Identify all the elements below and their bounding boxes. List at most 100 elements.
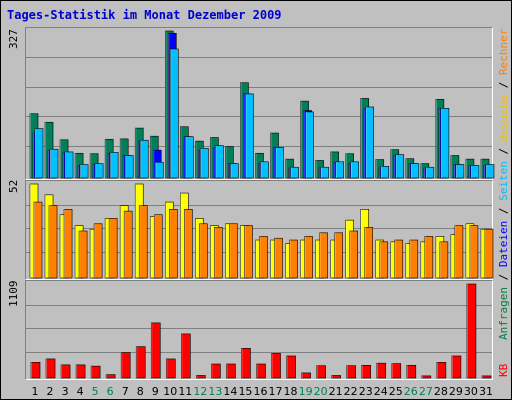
bar-seiten <box>380 166 390 179</box>
day-label: 27 <box>419 385 433 398</box>
legend-text-0: KB <box>497 363 510 377</box>
bar-rechner <box>63 209 73 279</box>
bar-kb <box>196 375 206 379</box>
bar-kb <box>406 364 417 379</box>
day-label: 24 <box>374 385 388 398</box>
day-label: 13 <box>208 385 222 398</box>
bar-rechner <box>394 239 404 279</box>
kb-panel <box>25 280 493 380</box>
bar-rechner <box>454 225 464 279</box>
bar-seiten <box>260 161 269 179</box>
bar-rechner <box>214 227 223 279</box>
bar-seiten <box>215 145 224 179</box>
bar-seiten <box>335 161 344 179</box>
bar-kb <box>271 353 281 379</box>
day-label: 23 <box>359 385 373 398</box>
bar-kb <box>45 358 56 379</box>
bar-seiten <box>290 166 299 179</box>
bar-rechner <box>259 236 268 279</box>
bar-seiten <box>124 155 134 179</box>
bar-kb <box>241 348 251 379</box>
bar-rechner <box>229 223 238 279</box>
bar-kb <box>316 365 326 379</box>
bar-seiten <box>154 161 164 179</box>
visits-bars-svg <box>26 183 494 279</box>
day-label: 16 <box>253 385 267 398</box>
right-legend-kb: KB <box>497 364 510 377</box>
day-label: 30 <box>464 385 478 398</box>
day-label: 17 <box>269 385 283 398</box>
bar-rechner <box>409 239 419 279</box>
bar-seiten <box>49 148 59 179</box>
hits-bars-svg <box>26 30 495 179</box>
legend-text-8: Rechner <box>497 29 510 76</box>
bar-kb <box>451 355 462 379</box>
legend-text-4: Seiten <box>497 161 510 202</box>
day-label: 14 <box>223 385 237 398</box>
bar-rechner <box>199 223 208 279</box>
ymax-label-visits: 52 <box>7 179 20 193</box>
bar-seiten <box>169 48 179 179</box>
bar-rechner <box>274 237 283 279</box>
day-label: 9 <box>152 385 159 398</box>
day-label: 26 <box>404 385 418 398</box>
day-label: 4 <box>77 385 84 398</box>
day-label: 21 <box>329 385 343 398</box>
ymax-label-kb: 1109 <box>7 280 20 308</box>
bar-rechner <box>289 239 298 279</box>
day-label: 8 <box>137 385 144 398</box>
bar-kb <box>211 363 221 379</box>
bar-rechner <box>319 232 328 279</box>
legend-text-1: / <box>497 267 510 288</box>
day-label: 18 <box>284 385 298 398</box>
bar-kb <box>481 375 492 379</box>
bar-rechner <box>484 228 494 279</box>
bar-kb <box>331 375 341 379</box>
bar-seiten <box>365 106 375 179</box>
bar-seiten <box>350 161 359 179</box>
bar-kb <box>75 364 86 379</box>
bar-rechner <box>168 209 178 279</box>
bar-seiten <box>440 108 450 179</box>
day-label: 1 <box>32 385 39 398</box>
bar-seiten <box>395 154 405 179</box>
bar-rechner <box>138 205 148 279</box>
bar-seiten <box>64 151 74 179</box>
day-label: 15 <box>238 385 252 398</box>
bar-rechner <box>153 214 163 279</box>
day-label: 10 <box>163 385 177 398</box>
bar-seiten <box>455 164 465 179</box>
bar-rechner <box>244 225 253 279</box>
right-legend-top: Anfragen / Dateien / Seiten / Besuche / … <box>497 29 510 340</box>
bar-kb <box>391 363 402 379</box>
bar-rechner <box>108 218 118 279</box>
day-labels-svg: 1 2 3 4 5 6 7 8 9 10 11 12 13 14 15 16 17 18 19 20 21 22 23 24 2… <box>32 385 493 398</box>
day-label: 28 <box>434 385 448 398</box>
bar-rechner <box>349 230 358 279</box>
bar-rechner <box>379 241 389 279</box>
day-label: 25 <box>389 385 403 398</box>
bar-kb <box>436 362 447 379</box>
chart-title: Tages-Statistik im Monat Dezember 2009 <box>7 8 282 22</box>
bar-kb <box>165 358 176 379</box>
bar-seiten <box>185 136 194 179</box>
bar-rechner <box>33 201 43 279</box>
kb-bars-svg <box>26 283 492 379</box>
day-label: 7 <box>122 385 129 398</box>
ymax-label-hits: 327 <box>7 29 20 49</box>
bar-kb <box>135 346 146 379</box>
legend-text-3: / <box>497 201 510 222</box>
bar-rechner <box>439 241 449 279</box>
bar-seiten <box>470 165 480 179</box>
bar-seiten <box>275 147 284 179</box>
legend-text-2: Dateien <box>497 221 510 268</box>
day-label: 20 <box>314 385 328 398</box>
bar-kb <box>346 365 356 379</box>
bar-kb <box>30 362 41 379</box>
legend-text-5: / <box>497 141 510 162</box>
day-label: 3 <box>62 385 69 398</box>
bar-seiten <box>245 93 254 179</box>
legend-text-0: Anfragen <box>497 287 510 341</box>
bar-rechner <box>364 227 374 279</box>
day-label: 5 <box>92 385 99 398</box>
